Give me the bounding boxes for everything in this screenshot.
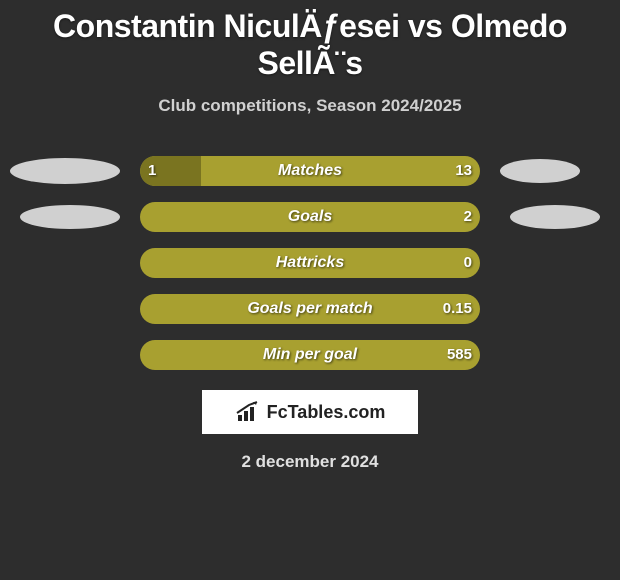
page-subtitle: Club competitions, Season 2024/2025 bbox=[0, 96, 620, 116]
stat-row: Goals2 bbox=[0, 202, 620, 232]
stat-value-right: 2 bbox=[464, 202, 472, 232]
stat-bar: Hattricks0 bbox=[140, 248, 480, 278]
stat-label: Goals per match bbox=[140, 294, 480, 324]
comparison-chart: 1Matches13 Goals2 Hattricks0 Goals per matc… bbox=[0, 156, 620, 370]
player-left-ellipse bbox=[10, 158, 120, 184]
player-left-ellipse bbox=[20, 205, 120, 229]
stat-bar: 1Matches13 bbox=[140, 156, 480, 186]
stat-label: Goals bbox=[140, 202, 480, 232]
stat-value-right: 585 bbox=[447, 340, 472, 370]
stat-row: Goals per match0.15 bbox=[0, 294, 620, 324]
date-line: 2 december 2024 bbox=[0, 452, 620, 472]
stat-value-right: 13 bbox=[455, 156, 472, 186]
stat-bar: Goals2 bbox=[140, 202, 480, 232]
stat-row: 1Matches13 bbox=[0, 156, 620, 186]
player-right-ellipse bbox=[500, 159, 580, 183]
brand-text: FcTables.com bbox=[267, 402, 386, 423]
stat-bar: Min per goal585 bbox=[140, 340, 480, 370]
stat-bar: Goals per match0.15 bbox=[140, 294, 480, 324]
page-title: Constantin NiculÄƒesei vs Olmedo SellÃ¨s bbox=[0, 0, 620, 82]
stat-value-right: 0.15 bbox=[443, 294, 472, 324]
stat-label: Hattricks bbox=[140, 248, 480, 278]
stat-row: Min per goal585 bbox=[0, 340, 620, 370]
player-right-ellipse bbox=[510, 205, 600, 229]
brand-box: FcTables.com bbox=[202, 390, 418, 434]
stat-value-right: 0 bbox=[464, 248, 472, 278]
barchart-icon bbox=[235, 401, 261, 423]
stat-label: Min per goal bbox=[140, 340, 480, 370]
stat-label: Matches bbox=[140, 156, 480, 186]
stat-row: Hattricks0 bbox=[0, 248, 620, 278]
